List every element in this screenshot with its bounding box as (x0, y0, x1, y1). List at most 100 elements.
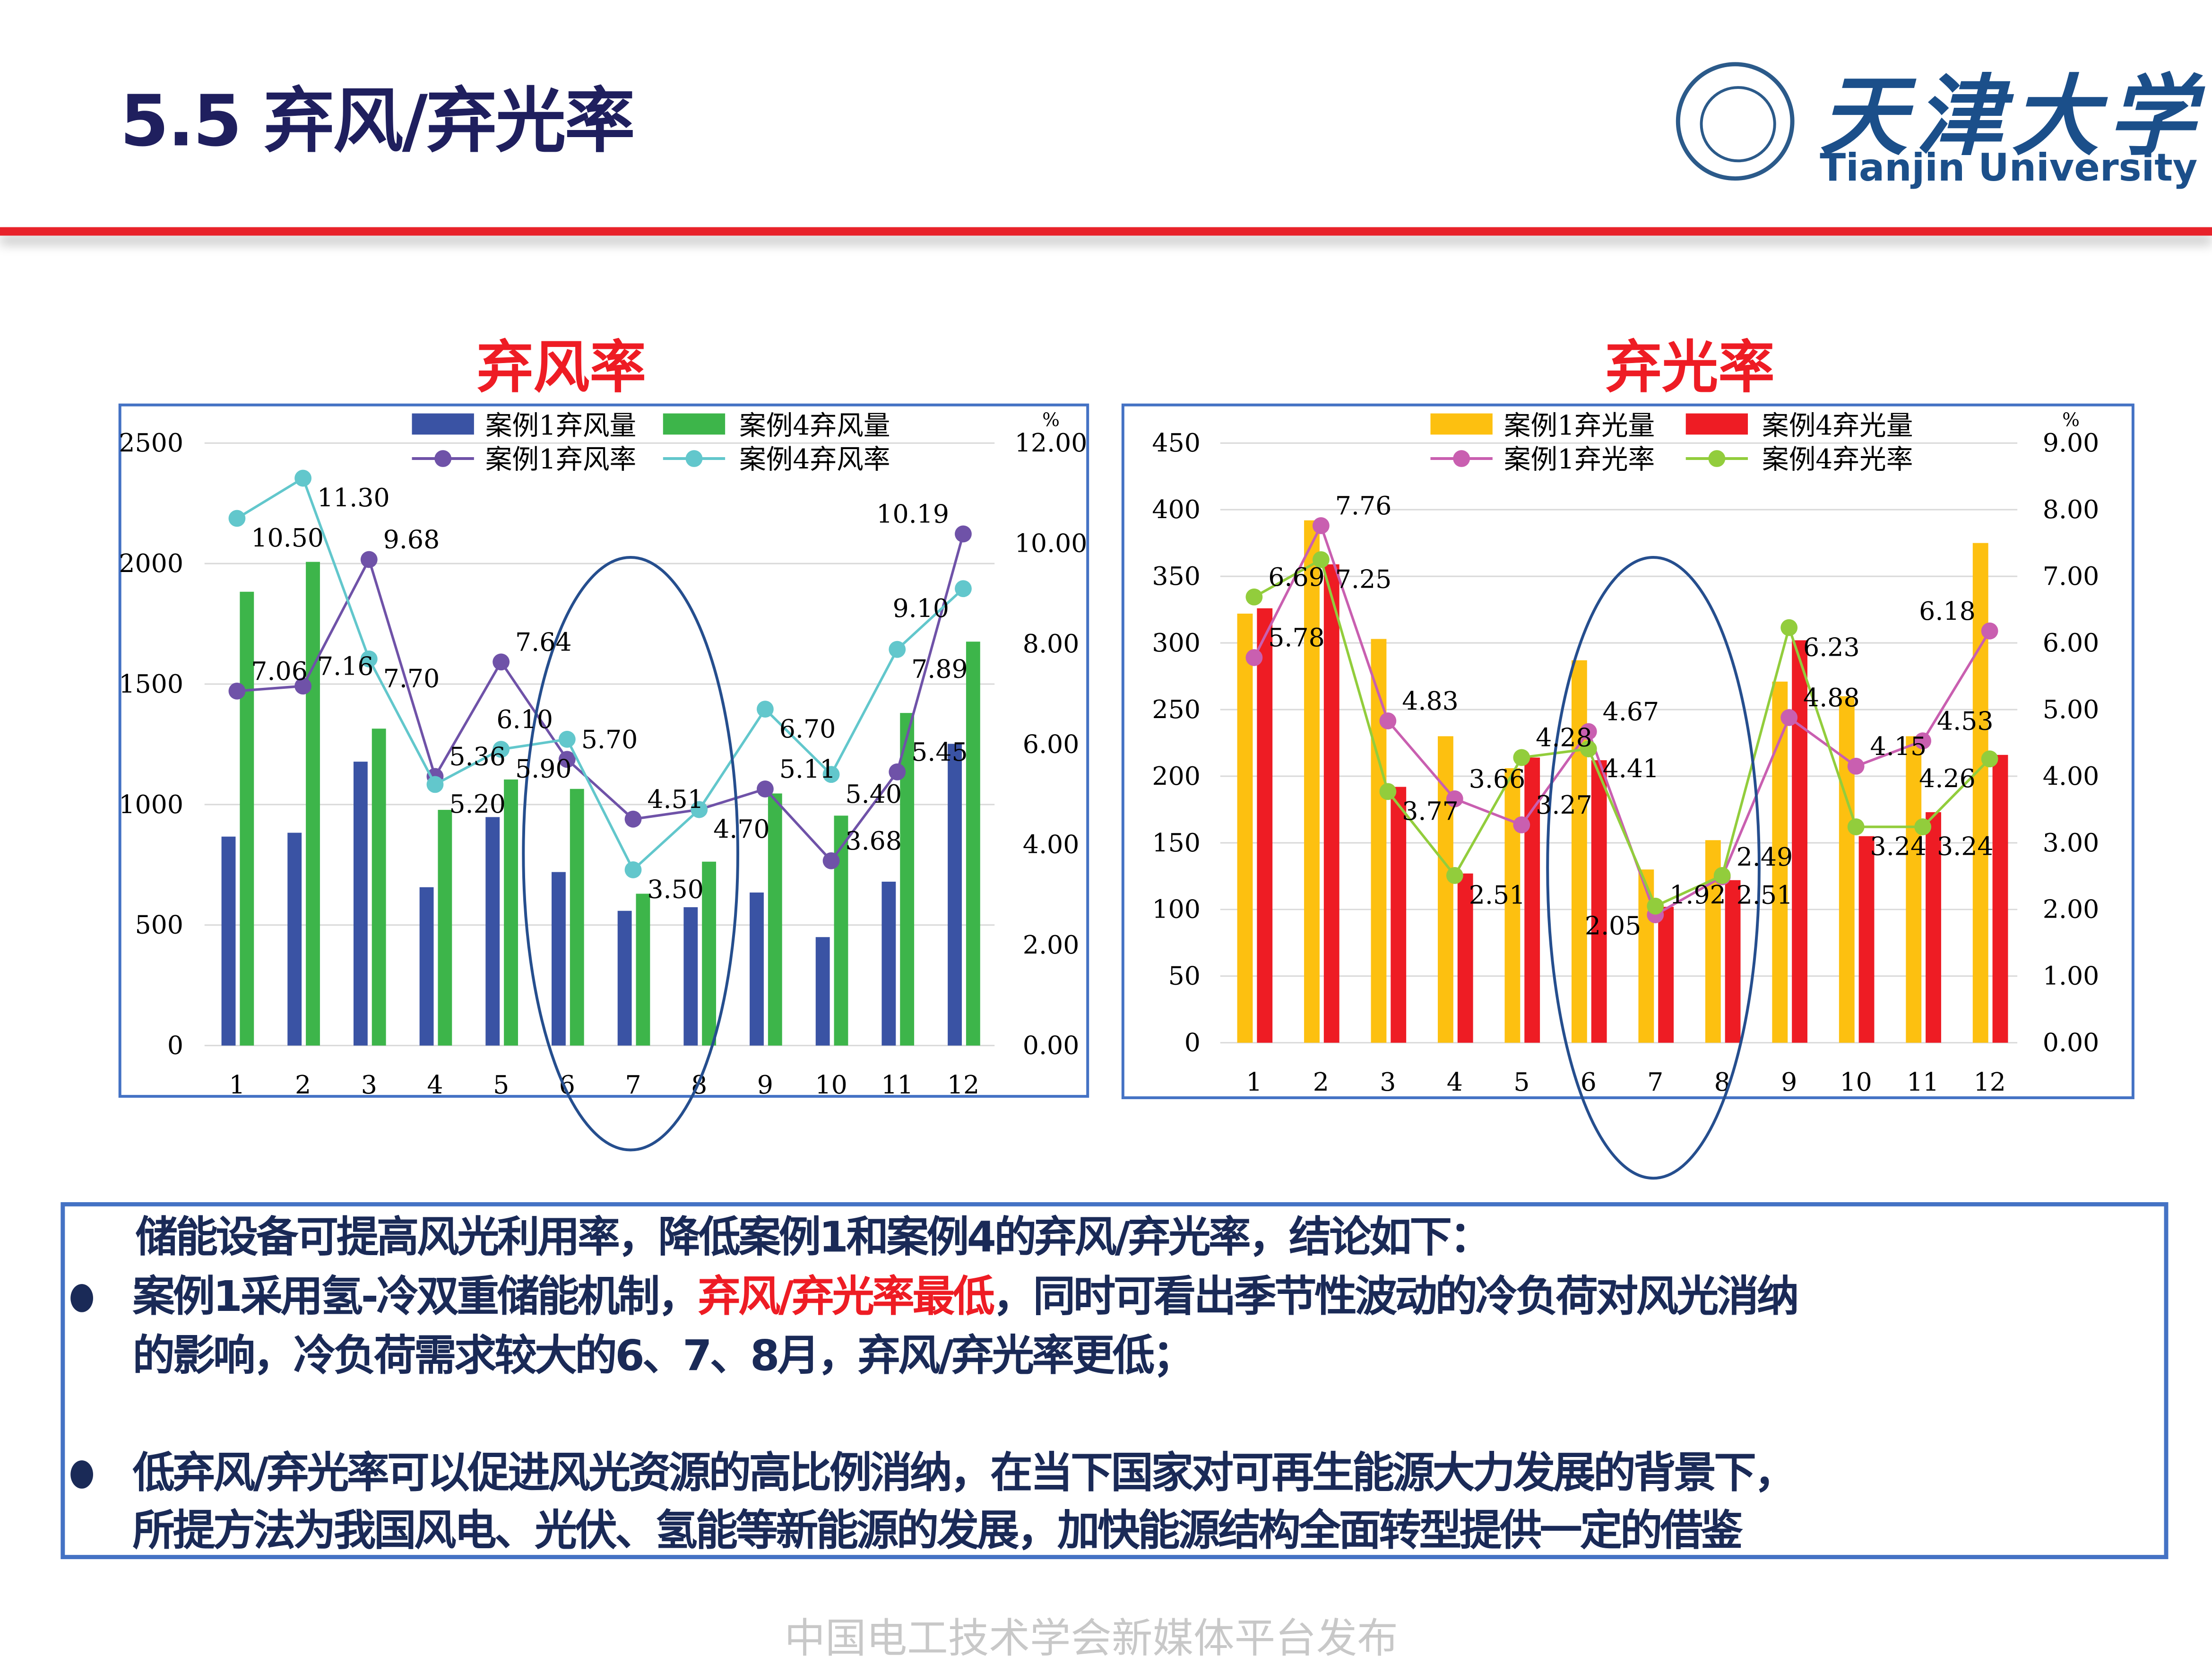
data-label: 4.88 (1803, 683, 1860, 712)
data-label: 3.27 (1536, 790, 1592, 820)
y-right-unit: % (1042, 409, 1060, 431)
rate-line-2 (236, 476, 964, 872)
b1-highlight: 弃风/弃光率最低 (698, 1273, 995, 1322)
data-label: 6.18 (1919, 596, 1976, 626)
legend-label: 案例4弃光率 (1762, 444, 1913, 475)
data-label: 4.41 (1603, 754, 1659, 783)
bar-2 (768, 793, 782, 1046)
data-label: 9.68 (383, 525, 440, 555)
y-left-tick-label: 300 (1152, 628, 1201, 658)
rate-marker-2 (822, 766, 840, 783)
y-right-tick-label: 0.00 (1023, 1031, 1080, 1060)
data-label: 7.64 (515, 627, 572, 657)
x-tick-label: 10 (1840, 1067, 1872, 1097)
data-label: 3.68 (845, 826, 902, 856)
y-right-tick-label: 7.00 (2043, 561, 2100, 591)
x-tick-label: 10 (815, 1070, 847, 1100)
bar-1 (881, 882, 896, 1046)
rate-marker-1 (955, 525, 972, 543)
data-label: 7.25 (1335, 564, 1392, 594)
x-tick-label: 11 (1907, 1067, 1939, 1097)
y-right-tick-label: 12.00 (1015, 428, 1088, 458)
rate-marker-2 (624, 861, 642, 878)
rate-marker-2 (756, 701, 774, 718)
data-label: 5.40 (845, 779, 902, 809)
bullet-icon (70, 1284, 93, 1312)
data-label: 4.53 (1937, 706, 1994, 736)
bar-2 (438, 810, 452, 1046)
bar-2 (1858, 836, 1875, 1043)
x-tick-label: 7 (625, 1070, 641, 1100)
data-label: 5.11 (779, 754, 836, 784)
rate-marker-1 (228, 682, 246, 700)
y-right-tick-label: 9.00 (2043, 428, 2100, 458)
y-right-tick-label: 5.00 (2043, 694, 2100, 724)
rate-marker-1 (294, 677, 312, 695)
legend-marker (434, 450, 452, 467)
y-right-tick-label: 2.00 (1023, 930, 1080, 960)
rate-marker-2 (691, 801, 708, 818)
rate-marker-2 (1580, 740, 1597, 758)
data-label: 5.45 (911, 737, 968, 767)
x-tick-label: 2 (295, 1070, 311, 1100)
rate-marker-1 (1513, 816, 1530, 833)
y-right-tick-label: 10.00 (1015, 529, 1088, 558)
rate-marker-2 (1312, 551, 1330, 568)
rate-marker-1 (1914, 732, 1932, 750)
legend-label: 案例4弃风率 (739, 444, 890, 475)
bar-2 (240, 591, 254, 1046)
y-left-tick-label: 50 (1168, 961, 1201, 991)
bar-2 (636, 893, 650, 1046)
rate-marker-1 (624, 810, 642, 828)
logo-cn: 天津大学 (1820, 65, 2204, 168)
y-right-tick-label: 0.00 (2043, 1028, 2100, 1058)
bullet-2-line-1: 低弃风/弃光率可以促进风光资源的高比例消纳，在当下国家对可再生能源大力发展的背景… (132, 1449, 1797, 1499)
x-tick-label: 5 (1513, 1067, 1529, 1097)
bar-2 (1792, 640, 1807, 1043)
y-right-tick-label: 2.00 (2043, 894, 2100, 924)
data-label: 6.70 (779, 714, 836, 744)
y-right-tick-label: 1.00 (2043, 961, 2100, 991)
legend-marker (685, 450, 703, 467)
data-label: 3.24 (1870, 832, 1927, 861)
rate-marker-2 (1245, 588, 1263, 606)
y-left-tick-label: 350 (1152, 561, 1201, 591)
rate-marker-1 (1847, 757, 1865, 775)
y-left-tick-label: 0 (167, 1031, 183, 1060)
legend-swatch (1685, 413, 1748, 435)
data-label: 4.67 (1603, 697, 1659, 727)
highlight-ellipse (522, 555, 739, 1152)
x-tick-label: 3 (361, 1070, 377, 1100)
rate-line-1 (237, 533, 965, 863)
bar-2 (372, 728, 386, 1046)
y-left-tick-label: 200 (1152, 761, 1201, 791)
data-label: 6.69 (1268, 562, 1325, 592)
rate-marker-1 (493, 653, 510, 671)
rate-marker-2 (558, 730, 576, 748)
data-label: 3.66 (1469, 764, 1526, 794)
bar-2 (1658, 907, 1674, 1043)
rate-marker-2 (1647, 897, 1664, 915)
rate-marker-1 (756, 780, 774, 798)
rate-marker-2 (1446, 867, 1463, 884)
y-right-tick-label: 3.00 (2043, 828, 2100, 858)
data-label: 5.78 (1268, 623, 1325, 652)
rate-marker-2 (1914, 818, 1932, 835)
bar-2 (1926, 812, 1941, 1043)
x-tick-label: 4 (1447, 1067, 1463, 1097)
x-tick-label: 6 (1581, 1067, 1597, 1097)
bar-1 (485, 817, 500, 1046)
rate-line-1 (1253, 522, 1991, 917)
rate-marker-2 (360, 650, 378, 668)
rate-marker-2 (1780, 619, 1798, 636)
bar-2 (1591, 760, 1607, 1043)
university-logo: 天津大学 Tianjin University (1673, 45, 2197, 200)
data-label: 3.24 (1937, 832, 1994, 861)
page-title: 5.5 弃风/弃光率 (120, 80, 635, 163)
footer-watermark: 中国电工技术学会新媒体平台发布 (784, 1614, 1398, 1662)
data-label: 1.92 (1669, 880, 1726, 910)
rate-marker-2 (294, 469, 312, 487)
bar-1 (287, 832, 302, 1046)
bar-1 (1504, 768, 1521, 1043)
